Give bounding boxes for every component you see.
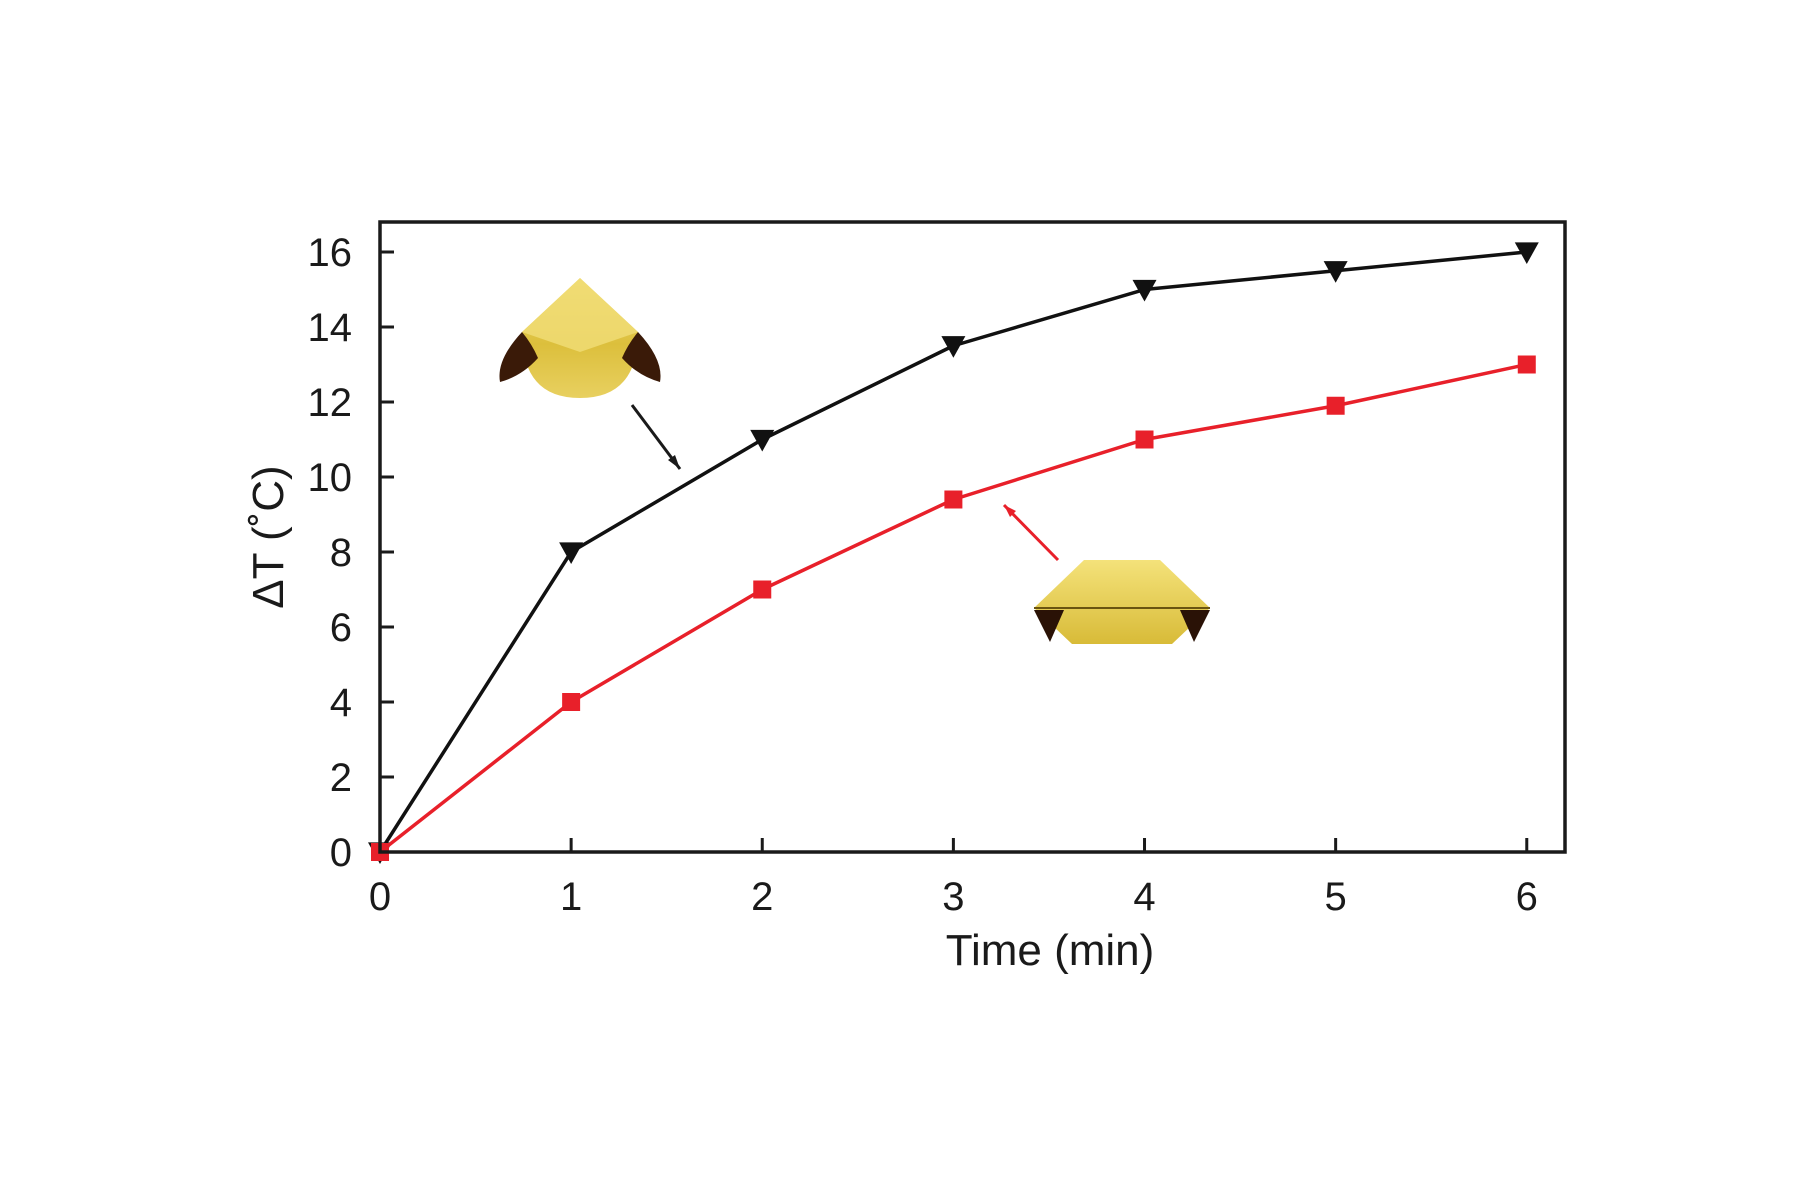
arrowhead-red bbox=[1004, 505, 1016, 517]
y-tick-label: 16 bbox=[308, 231, 353, 275]
data-point-s0-3 bbox=[941, 336, 966, 358]
y-tick-label: 12 bbox=[308, 381, 353, 425]
y-tick-label: 10 bbox=[308, 456, 353, 500]
x-axis-title: Time (min) bbox=[946, 926, 1155, 975]
y-tick-label: 4 bbox=[330, 681, 352, 725]
y-axis-ticks: 0 2 4 6 8 10 12 14 16 bbox=[308, 231, 394, 875]
x-tick-label: 4 bbox=[1133, 875, 1155, 919]
data-point-s0-6 bbox=[1514, 242, 1539, 264]
data-point-s1-1 bbox=[562, 693, 581, 711]
data-point-s0-5 bbox=[1323, 261, 1348, 283]
bipyramid-particle-icon bbox=[499, 278, 661, 398]
y-tick-label: 8 bbox=[330, 531, 352, 575]
x-tick-label: 3 bbox=[942, 875, 964, 919]
data-point-s1-2 bbox=[753, 580, 772, 599]
arrowhead-black bbox=[668, 455, 680, 469]
data-point-s1-3 bbox=[944, 490, 963, 509]
x-tick-label: 5 bbox=[1325, 875, 1347, 919]
x-tick-label: 1 bbox=[560, 875, 582, 919]
data-point-s0-1 bbox=[559, 542, 584, 564]
plot-frame bbox=[378, 220, 1567, 854]
x-tick-label: 6 bbox=[1516, 875, 1538, 919]
series-layer bbox=[368, 242, 1539, 864]
series-line-1 bbox=[378, 362, 1528, 854]
data-point-s0-4 bbox=[1132, 279, 1157, 302]
data-point-s0-2 bbox=[750, 429, 775, 452]
y-tick-label: 6 bbox=[330, 606, 352, 650]
x-axis-ticks: 0 1 2 3 4 5 6 bbox=[369, 838, 1538, 919]
y-axis-title: ΔT (˚C) bbox=[244, 465, 293, 608]
y-tick-label: 14 bbox=[308, 306, 353, 350]
y-tick-label: 0 bbox=[330, 831, 352, 875]
annotation-arrow-red bbox=[1002, 503, 1060, 562]
y-tick-label: 2 bbox=[330, 756, 352, 800]
x-tick-label: 0 bbox=[369, 875, 391, 919]
data-point-s1-5 bbox=[1326, 396, 1345, 415]
data-point-s1-6 bbox=[1517, 355, 1536, 374]
truncated-particle-icon bbox=[1034, 560, 1210, 644]
x-tick-label: 2 bbox=[751, 875, 773, 919]
data-point-s1-4 bbox=[1135, 430, 1154, 449]
